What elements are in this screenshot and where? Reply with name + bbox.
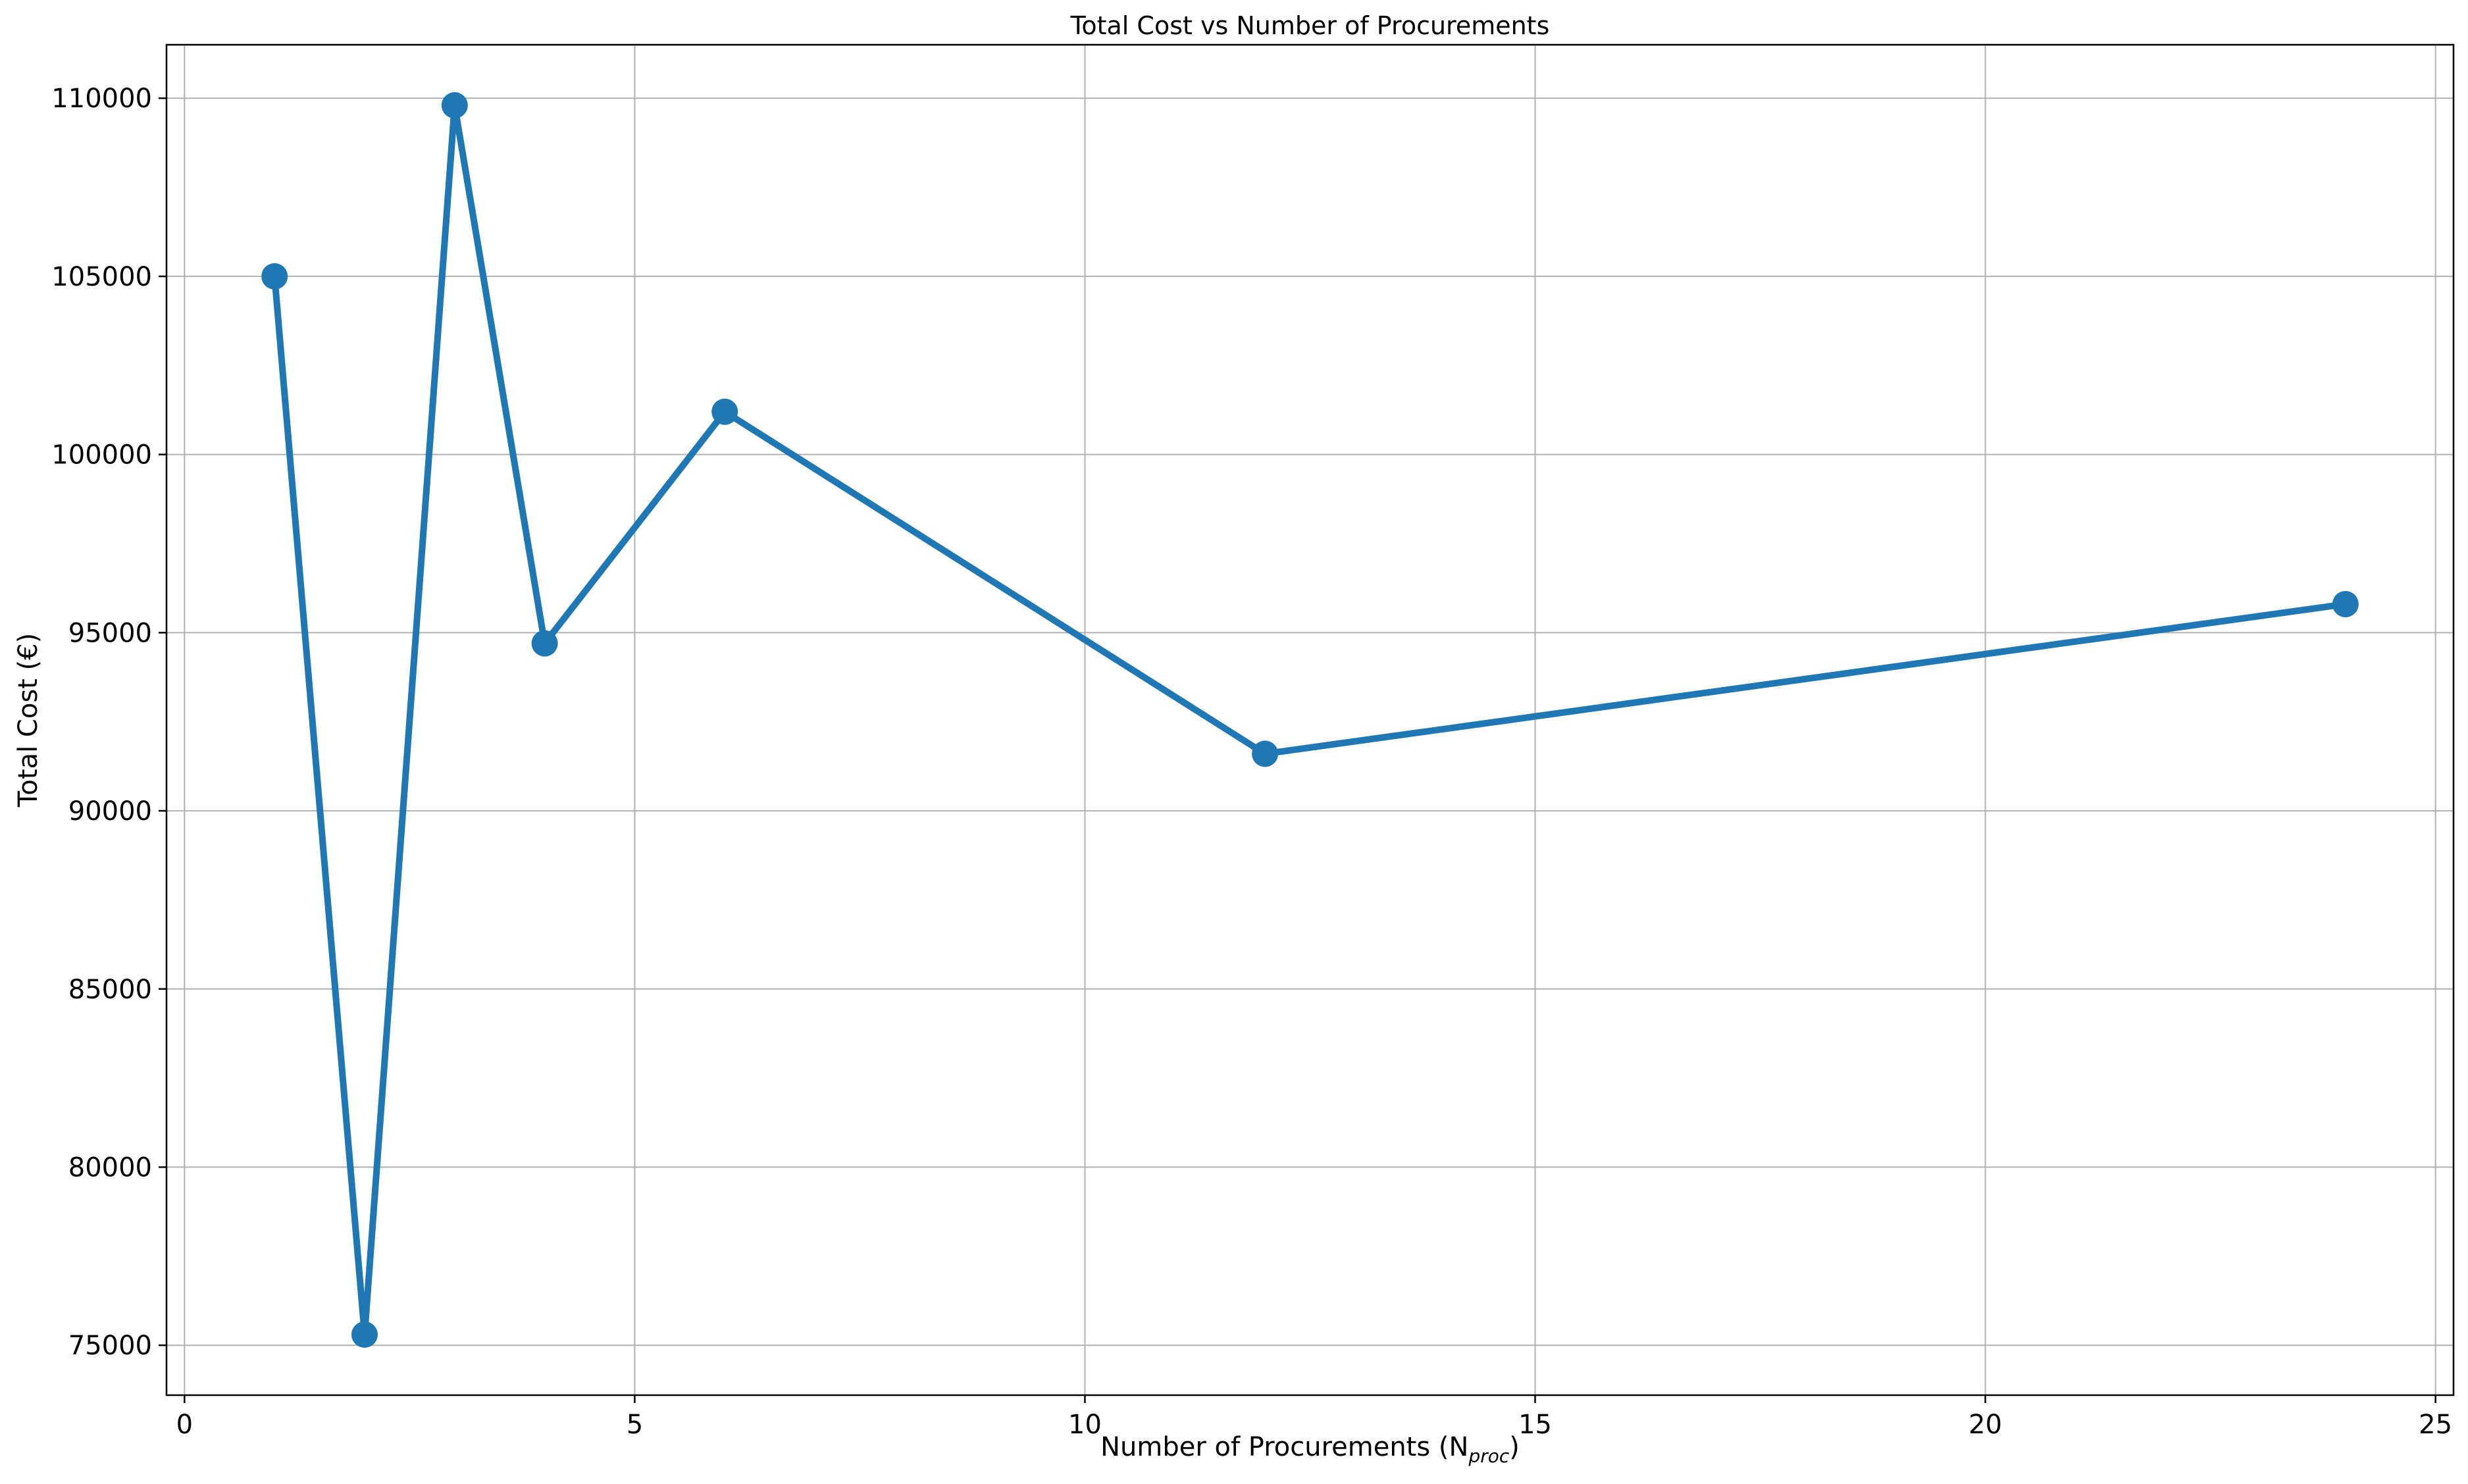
x-tick-label: 5 xyxy=(627,1410,643,1440)
data-point xyxy=(2332,591,2359,618)
data-point xyxy=(1252,740,1279,767)
x-tick-label: 20 xyxy=(1968,1410,2002,1440)
y-axis-label: Total Cost (€) xyxy=(13,633,43,807)
plot-frame xyxy=(165,43,2455,1396)
data-point xyxy=(261,263,288,290)
x-tick-label: 0 xyxy=(176,1410,193,1440)
x-axis-label-main: Number of Procurements (N xyxy=(1100,1432,1468,1462)
y-tick-label: 85000 xyxy=(68,975,152,1005)
x-axis-label-subscript: proc xyxy=(1468,1445,1509,1467)
y-tick-label: 95000 xyxy=(68,618,152,648)
data-point xyxy=(441,92,468,119)
data-point xyxy=(531,630,558,657)
grid-layer xyxy=(167,45,2454,1395)
data-point xyxy=(711,398,738,425)
y-tick-label: 75000 xyxy=(68,1331,152,1361)
series-layer xyxy=(261,92,2359,1348)
x-tick-label: 10 xyxy=(1068,1410,1102,1440)
y-tick-label: 105000 xyxy=(51,262,152,292)
x-tick-label: 25 xyxy=(2419,1410,2452,1440)
series-line xyxy=(271,102,2349,1338)
y-tick-label: 100000 xyxy=(51,440,152,471)
y-tick-label: 80000 xyxy=(68,1152,152,1183)
y-tick-label: 90000 xyxy=(68,796,152,827)
y-tick-label: 110000 xyxy=(51,84,152,114)
x-tick-label: 15 xyxy=(1518,1410,1552,1440)
x-axis-label-suffix: ) xyxy=(1509,1432,1520,1462)
chart-title: Total Cost vs Number of Procurements xyxy=(1070,11,1550,40)
x-axis-label: Number of Procurements (Nproc) xyxy=(1100,1432,1520,1467)
ticks-layer: 0 5 10 15 20 25 75000 80000 85000 90000 95000 10000… xyxy=(51,84,2452,1440)
data-point xyxy=(351,1321,378,1348)
